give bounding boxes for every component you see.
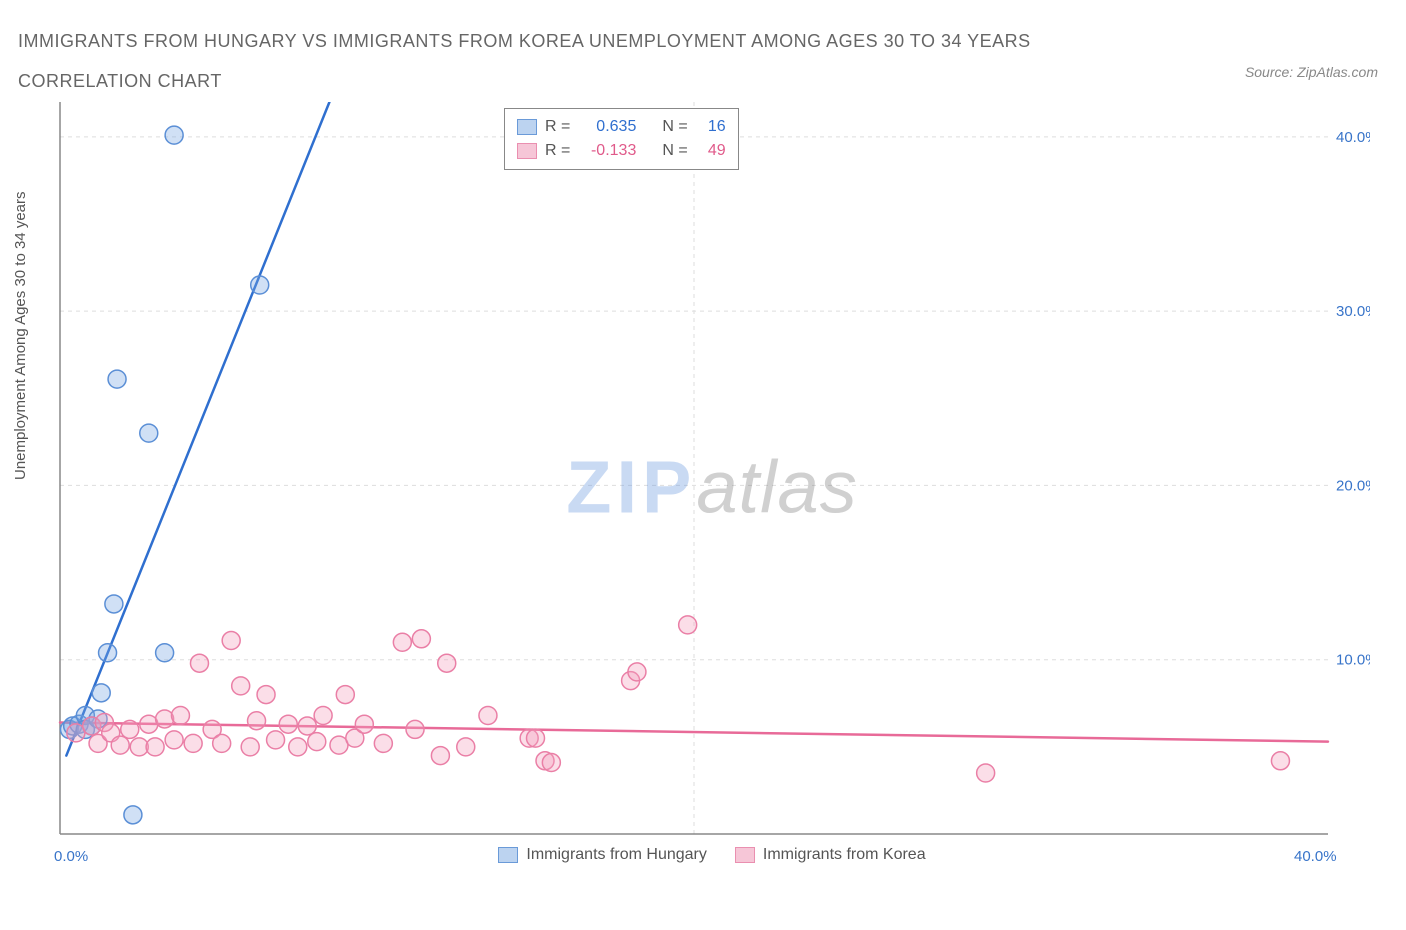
data-point-hungary bbox=[251, 276, 269, 294]
data-point-korea bbox=[156, 710, 174, 728]
data-point-korea bbox=[222, 632, 240, 650]
scatter-chart: 10.0% 20.0% 30.0% 40.0% bbox=[54, 102, 1370, 872]
data-point-korea bbox=[184, 734, 202, 752]
data-point-korea bbox=[308, 733, 326, 751]
data-point-korea bbox=[628, 663, 646, 681]
legend-item-hungary: Immigrants from Hungary bbox=[498, 846, 707, 864]
data-point-hungary bbox=[165, 126, 183, 144]
legend-label-korea: Immigrants from Korea bbox=[763, 846, 926, 864]
data-point-korea bbox=[479, 706, 497, 724]
stat-r-label: R = bbox=[545, 115, 570, 139]
legend-item-korea: Immigrants from Korea bbox=[735, 846, 926, 864]
stats-row-hungary: R = 0.635 N = 16 bbox=[517, 115, 726, 139]
data-point-korea bbox=[679, 616, 697, 634]
stat-r-value: 0.635 bbox=[578, 115, 636, 139]
stat-n-label: N = bbox=[662, 139, 687, 163]
stat-n-value: 16 bbox=[696, 115, 726, 139]
data-point-hungary bbox=[108, 370, 126, 388]
legend-swatch-hungary bbox=[517, 119, 537, 135]
chart-title: IMMIGRANTS FROM HUNGARY VS IMMIGRANTS FR… bbox=[18, 22, 1118, 101]
data-point-korea bbox=[393, 633, 411, 651]
source-attribution: Source: ZipAtlas.com bbox=[1245, 64, 1378, 80]
data-point-korea bbox=[289, 738, 307, 756]
data-point-korea bbox=[314, 706, 332, 724]
data-point-korea bbox=[190, 654, 208, 672]
data-point-korea bbox=[1271, 752, 1289, 770]
data-point-korea bbox=[165, 731, 183, 749]
data-point-korea bbox=[527, 729, 545, 747]
data-point-hungary bbox=[124, 806, 142, 824]
data-point-korea bbox=[111, 736, 129, 754]
data-point-korea bbox=[232, 677, 250, 695]
data-point-korea bbox=[438, 654, 456, 672]
data-point-hungary bbox=[156, 644, 174, 662]
data-point-korea bbox=[412, 630, 430, 648]
data-point-korea bbox=[248, 712, 266, 730]
data-point-korea bbox=[374, 734, 392, 752]
data-point-korea bbox=[146, 738, 164, 756]
stats-row-korea: R = -0.133 N = 49 bbox=[517, 139, 726, 163]
stat-n-value: 49 bbox=[696, 139, 726, 163]
data-point-korea bbox=[542, 754, 560, 772]
legend-swatch-korea-bottom bbox=[735, 847, 755, 863]
y-axis-tick: 30.0% bbox=[1336, 303, 1370, 320]
y-axis-label: Unemployment Among Ages 30 to 34 years bbox=[12, 191, 29, 480]
data-point-korea bbox=[336, 686, 354, 704]
stat-r-value: -0.133 bbox=[578, 139, 636, 163]
data-point-korea bbox=[213, 734, 231, 752]
data-point-korea bbox=[171, 706, 189, 724]
data-point-korea bbox=[279, 715, 297, 733]
data-point-korea bbox=[298, 717, 316, 735]
legend-swatch-korea bbox=[517, 143, 537, 159]
data-point-korea bbox=[406, 720, 424, 738]
legend-label-hungary: Immigrants from Hungary bbox=[526, 846, 707, 864]
data-point-korea bbox=[431, 747, 449, 765]
data-point-hungary bbox=[92, 684, 110, 702]
data-point-hungary bbox=[105, 595, 123, 613]
data-point-korea bbox=[457, 738, 475, 756]
data-point-hungary bbox=[99, 644, 117, 662]
bottom-legend: Immigrants from Hungary Immigrants from K… bbox=[54, 846, 1370, 868]
legend-swatch-hungary-bottom bbox=[498, 847, 518, 863]
data-point-korea bbox=[121, 720, 139, 738]
y-axis-tick: 10.0% bbox=[1336, 652, 1370, 669]
data-point-korea bbox=[355, 715, 373, 733]
data-point-korea bbox=[241, 738, 259, 756]
plot-area: 10.0%20.0%30.0%40.0% ZIPatlas R =0.635N … bbox=[54, 102, 1370, 872]
stats-box: R = 0.635 N = 16 R = -0.133 N = 49 bbox=[504, 108, 739, 170]
data-point-korea bbox=[257, 686, 275, 704]
data-point-hungary bbox=[140, 424, 158, 442]
data-point-korea bbox=[267, 731, 285, 749]
stat-n-label: N = bbox=[662, 115, 687, 139]
stat-r-label: R = bbox=[545, 139, 570, 163]
data-point-korea bbox=[977, 764, 995, 782]
y-axis-tick: 40.0% bbox=[1336, 129, 1370, 146]
y-axis-tick: 20.0% bbox=[1336, 477, 1370, 494]
